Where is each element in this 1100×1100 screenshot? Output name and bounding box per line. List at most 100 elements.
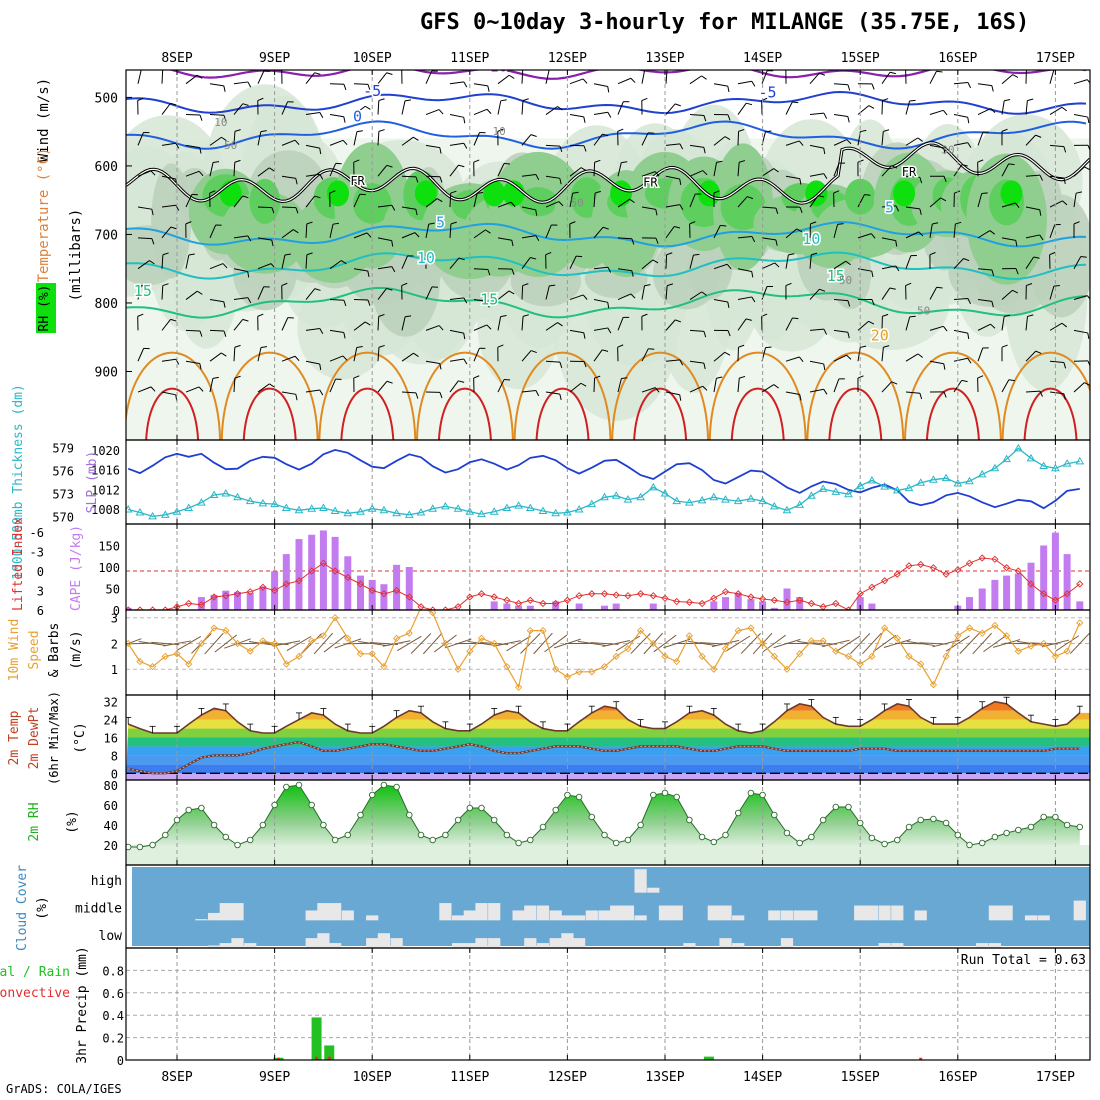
wind-barb-flag	[314, 72, 321, 75]
wind-speed-point	[185, 660, 193, 668]
wind-barb-flag	[487, 269, 491, 276]
wind-speed-point	[1051, 652, 1060, 661]
slp-frame	[125, 439, 1091, 525]
wind-barb-flag	[188, 253, 195, 256]
wind-barb	[953, 297, 968, 301]
wind-barb	[545, 175, 560, 179]
rh-point	[454, 816, 462, 824]
lifted-index-point	[954, 566, 962, 574]
lifted-index-point	[563, 596, 572, 604]
precip-tick-label: 0.2	[102, 1032, 124, 1046]
wind-barb	[329, 224, 334, 238]
cape-bar	[1003, 575, 1011, 610]
li-tick-label: -3	[30, 546, 44, 560]
cloud-low-bar	[207, 945, 221, 948]
rh-point	[832, 803, 840, 811]
wind-barb-10m	[214, 634, 238, 653]
thickness-point	[977, 469, 987, 478]
rh-point	[246, 836, 254, 844]
wind-barb-flag	[356, 130, 363, 133]
wind-barb-flag	[1039, 174, 1043, 181]
wind-barb	[905, 231, 919, 239]
wind-barb	[569, 78, 584, 85]
isotherm-20	[611, 351, 710, 440]
temp-tick-label: 8	[111, 749, 118, 763]
wind-barb-flag	[557, 106, 563, 111]
cloud-middle-bar	[463, 910, 476, 921]
wind-barb	[905, 391, 920, 394]
wind-barb	[305, 195, 316, 208]
wind-barb-flag	[198, 386, 204, 392]
wind-barb	[737, 196, 748, 208]
rh-point	[868, 834, 876, 842]
rh-point	[527, 836, 534, 844]
wind-barb-flag	[281, 70, 283, 71]
wind-barb	[545, 322, 558, 331]
wind-barb	[857, 233, 872, 239]
cape-bar	[710, 601, 718, 610]
rh-saturated-blob	[893, 180, 916, 207]
wind-barb-flag	[170, 318, 177, 322]
thickness-point	[880, 482, 889, 490]
thickness-point	[867, 475, 877, 484]
wind-speed-point	[673, 657, 681, 666]
wind-barb	[425, 144, 440, 149]
wind-barb	[1073, 382, 1085, 393]
rh-point	[856, 819, 864, 827]
wind-barb	[737, 236, 752, 239]
wind-barb-flag	[977, 375, 984, 379]
wind-barb-flag	[583, 145, 587, 152]
wind-barb	[281, 229, 294, 239]
wind-barb-flag	[199, 330, 203, 337]
rh-point	[331, 836, 339, 844]
lifted-index-point	[905, 562, 913, 570]
cloud-unit: (%)	[35, 896, 50, 919]
rh-point	[1015, 826, 1022, 834]
wind-speed-point	[1014, 647, 1022, 655]
temp-tick-label: 0	[111, 767, 118, 781]
rh-saturated-blob	[327, 180, 350, 207]
wind-barb-flag	[386, 164, 393, 168]
wind-speed-point	[282, 660, 290, 668]
wind-barb-flag	[415, 176, 419, 183]
wind-barb	[161, 226, 172, 239]
thickness-point	[477, 509, 486, 518]
wind-barb-flag	[775, 239, 778, 246]
wind-barb	[881, 205, 896, 208]
wind-barb	[305, 72, 316, 85]
isotherm-label: -5	[758, 83, 776, 101]
cloud-low-bar	[244, 943, 257, 948]
cloud-middle-bar	[1000, 905, 1013, 921]
lifted-index-point	[319, 559, 328, 567]
wind-barb	[569, 294, 584, 301]
wind-barb	[977, 347, 984, 362]
thickness-point	[148, 511, 157, 520]
wind-barb-flag	[929, 252, 936, 256]
wind-speed-point	[222, 626, 230, 635]
wind-barb-flag	[367, 84, 371, 91]
lifted-index-point	[526, 596, 534, 604]
wind-barb-10m	[983, 634, 1007, 653]
thickness-point	[1013, 443, 1023, 452]
isotherm-25	[828, 387, 883, 440]
wind-barb-flag	[943, 147, 946, 154]
date-label-bottom: 11SEP	[450, 1070, 489, 1085]
wind-barb	[713, 378, 717, 393]
thickness-ylabel: 1000-500mb Thickness (dm)	[11, 384, 26, 580]
wind-barb	[833, 139, 847, 146]
wind-speed-point	[441, 639, 450, 648]
wind-barb	[665, 359, 680, 362]
wind-ylabel-4: (m/s)	[69, 630, 84, 669]
wind-barb	[257, 347, 262, 362]
wind-barb	[905, 316, 911, 331]
thickness-point	[795, 500, 805, 508]
cloud-low-bar	[524, 938, 537, 948]
li-tick-label: -6	[30, 526, 44, 540]
wind-barb-flag	[798, 356, 804, 362]
wind-speed-point	[929, 681, 938, 689]
wind-barb-flag	[209, 190, 216, 194]
isotherm-25	[340, 387, 395, 440]
wind-speed-point	[454, 665, 462, 673]
wind-barb	[545, 391, 560, 395]
